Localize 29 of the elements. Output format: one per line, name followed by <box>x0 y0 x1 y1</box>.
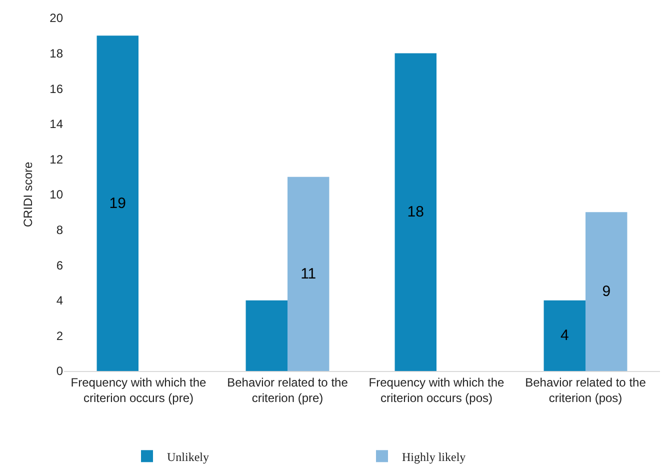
y-tick-label: 12 <box>50 152 64 166</box>
y-tick-label: 2 <box>56 328 64 343</box>
y-tick-label: 4 <box>56 294 64 308</box>
y-tick-label: 18 <box>50 46 64 60</box>
bar <box>96 36 138 371</box>
x-tick-label: Frequency with which the criterion occurs (pre) <box>70 375 207 405</box>
y-axis-title: CRIDI score <box>20 162 35 228</box>
data-label: 9 <box>602 283 611 300</box>
y-tick-label: 16 <box>50 82 64 96</box>
bar <box>586 212 628 371</box>
x-tick-label: Behavior related to the criterion (pre) <box>227 375 348 405</box>
x-tick-label: Frequency with which the criterion occurs (pos) <box>368 375 505 405</box>
bar <box>288 176 330 371</box>
data-label: 18 <box>407 204 424 221</box>
bar <box>246 300 288 371</box>
legend-label: Highly likely <box>402 450 466 464</box>
data-label: 11 <box>300 265 316 282</box>
data-label: 19 <box>109 194 126 212</box>
bar <box>394 53 436 371</box>
y-tick-label: 0 <box>56 364 64 378</box>
legend-label: Unlikely <box>167 450 209 464</box>
x-tick-label: Behavior related to the criterion (pos) <box>525 375 646 405</box>
data-label: 4 <box>560 327 569 344</box>
y-tick-label: 20 <box>50 11 64 26</box>
y-tick-label: 10 <box>50 188 64 202</box>
bar <box>544 300 586 371</box>
y-tick-label: 8 <box>56 223 64 237</box>
y-tick-label: 14 <box>50 117 64 132</box>
y-tick-label: 6 <box>56 258 64 272</box>
